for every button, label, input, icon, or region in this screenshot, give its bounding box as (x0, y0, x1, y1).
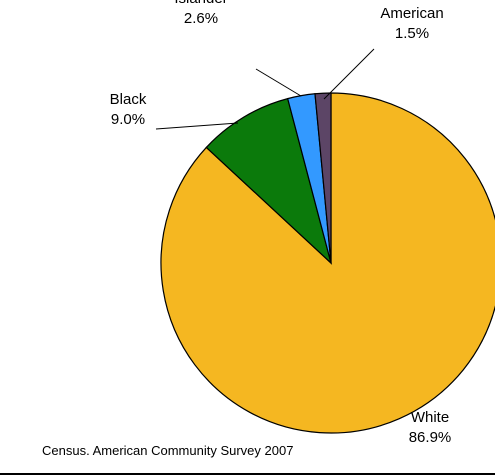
pie-slice-native-american (314, 92, 332, 264)
slice-label-native-american: NativeAmerican1.5% (380, 0, 443, 42)
leader-line-native-american (323, 48, 375, 100)
leader-line-asian-pacific-islander (255, 68, 302, 97)
pie-slices (160, 92, 495, 434)
slice-label-white: White 86.9% (409, 409, 452, 446)
leader-line-black (155, 122, 239, 130)
slice-label-asian-pacific-islander: Asian /PacificIslander2.6% (174, 0, 227, 27)
pie-slice-white (160, 92, 495, 434)
bottom-rule (0, 473, 495, 475)
pie-slice-black (205, 97, 333, 265)
slice-label-black: Black 9.0% (110, 91, 147, 128)
leader-lines (155, 48, 375, 130)
source-note: Census. American Community Survey 2007 (42, 443, 293, 458)
